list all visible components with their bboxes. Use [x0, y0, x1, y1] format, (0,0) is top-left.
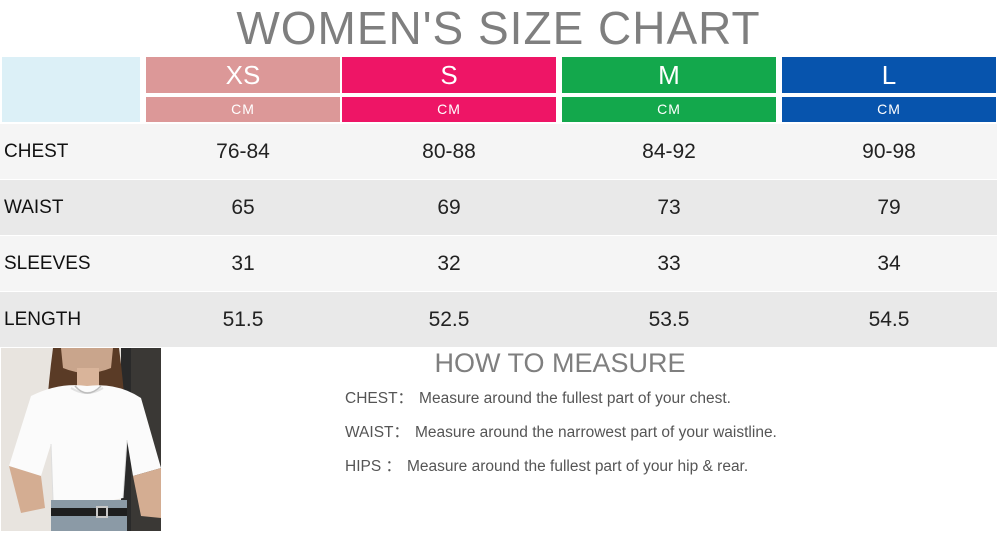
table-cell: 53.5 [648, 308, 690, 331]
measure-key: WAIST： [345, 424, 410, 441]
row-label: CHEST [4, 141, 69, 162]
measure-key: CHEST： [345, 390, 414, 407]
measure-description: Measure around the fullest part of your … [406, 458, 749, 475]
measure-description: Measure around the narrowest part of you… [415, 424, 777, 441]
size-header-s: S [342, 57, 556, 93]
table-cell: 79 [877, 196, 901, 219]
table-cell: 73 [657, 196, 681, 219]
how-to-measure-title: HOW TO MEASURE [434, 348, 686, 378]
table-row-sleeves: SLEEVES 31 32 33 34 [0, 236, 997, 291]
table-cell: 51.5 [222, 308, 264, 331]
measure-item-waist: WAIST： Measure around the narrowest part … [345, 420, 777, 442]
measure-key: HIPS ： [345, 458, 401, 475]
measure-item-chest: CHEST： Measure around the fullest part of… [345, 386, 731, 408]
size-header-l: L [782, 57, 996, 93]
unit-header-xs: CM [146, 97, 340, 122]
chart-title: WOMEN'S SIZE CHART [236, 2, 761, 54]
row-label: WAIST [4, 197, 64, 218]
size-header-xs: XS [146, 57, 340, 93]
header-corner-cell [2, 57, 140, 122]
measure-item-hips: HIPS ： Measure around the fullest part of… [345, 454, 748, 476]
table-cell: 31 [231, 252, 255, 275]
table-row-length: LENGTH 51.5 52.5 53.5 54.5 [0, 292, 997, 347]
product-photo [1, 348, 161, 531]
model-illustration [1, 348, 161, 531]
unit-header-l: CM [782, 97, 996, 122]
table-cell: 76-84 [216, 140, 270, 163]
measure-description: Measure around the fullest part of your … [419, 390, 731, 407]
table-row-waist: WAIST 65 69 73 79 [0, 180, 997, 235]
row-label: SLEEVES [4, 253, 91, 274]
table-cell: 90-98 [862, 140, 916, 163]
size-header-m: M [562, 57, 776, 93]
table-cell: 32 [437, 252, 461, 275]
table-cell: 54.5 [868, 308, 910, 331]
table-cell: 69 [437, 196, 461, 219]
unit-header-s: CM [342, 97, 556, 122]
unit-header-m: CM [562, 97, 776, 122]
table-cell: 33 [657, 252, 681, 275]
table-row-chest: CHEST 76-84 80-88 84-92 90-98 [0, 124, 997, 179]
table-cell: 80-88 [422, 140, 476, 163]
table-cell: 52.5 [428, 308, 470, 331]
table-cell: 65 [231, 196, 255, 219]
table-cell: 34 [877, 252, 901, 275]
row-label: LENGTH [4, 309, 82, 330]
table-cell: 84-92 [642, 140, 696, 163]
